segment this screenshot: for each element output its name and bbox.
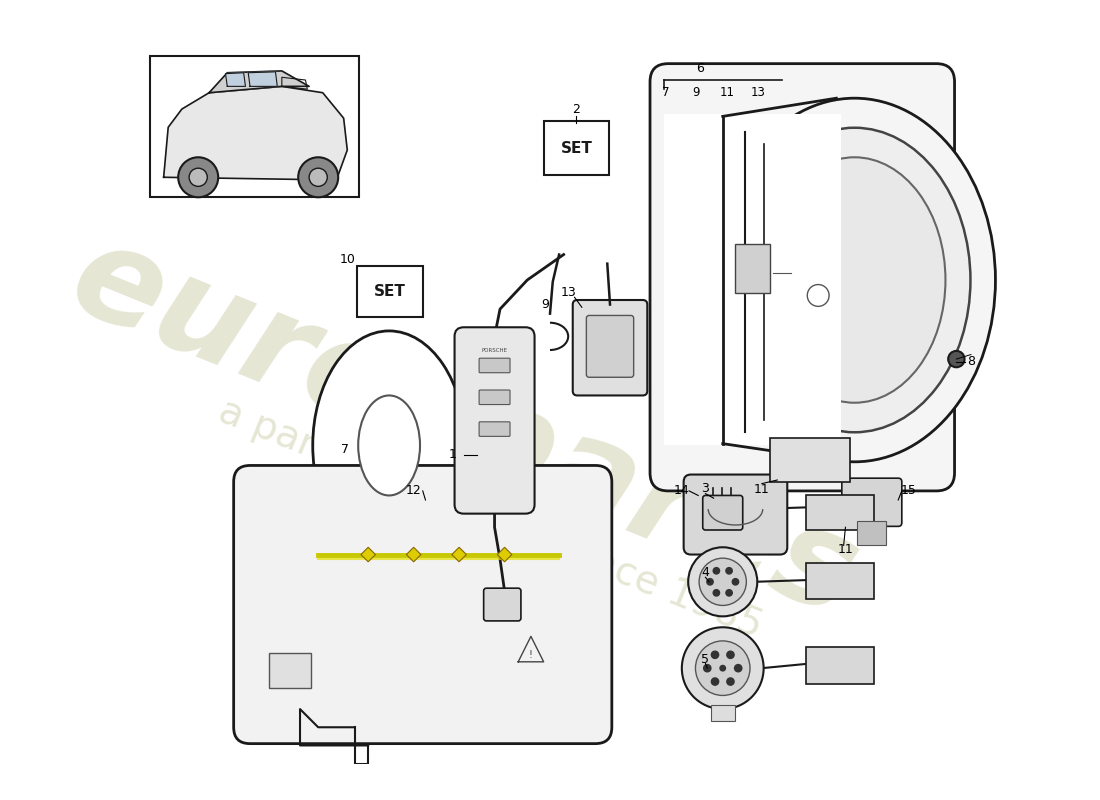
Circle shape xyxy=(700,558,747,606)
FancyBboxPatch shape xyxy=(586,315,634,378)
Circle shape xyxy=(727,678,734,685)
Text: 7: 7 xyxy=(662,86,669,99)
FancyBboxPatch shape xyxy=(806,562,873,599)
Circle shape xyxy=(948,351,965,367)
FancyBboxPatch shape xyxy=(857,521,887,545)
Circle shape xyxy=(726,590,733,596)
Circle shape xyxy=(707,578,713,585)
Polygon shape xyxy=(249,72,277,86)
Circle shape xyxy=(727,651,734,658)
FancyBboxPatch shape xyxy=(454,327,535,514)
FancyBboxPatch shape xyxy=(480,390,510,405)
Circle shape xyxy=(189,168,207,186)
Ellipse shape xyxy=(312,331,465,560)
FancyBboxPatch shape xyxy=(480,422,510,436)
Circle shape xyxy=(807,285,829,306)
Circle shape xyxy=(726,568,733,574)
Text: 11: 11 xyxy=(754,482,770,495)
Polygon shape xyxy=(209,71,309,93)
Text: a partner for parts since 1985: a partner for parts since 1985 xyxy=(213,391,769,645)
Text: SET: SET xyxy=(374,284,406,299)
Circle shape xyxy=(720,666,726,671)
Text: PORSCHE: PORSCHE xyxy=(482,347,507,353)
Circle shape xyxy=(712,678,718,685)
FancyBboxPatch shape xyxy=(683,474,788,554)
Circle shape xyxy=(298,158,338,198)
Polygon shape xyxy=(226,73,245,86)
FancyBboxPatch shape xyxy=(663,114,840,446)
Text: 7: 7 xyxy=(341,443,350,457)
Polygon shape xyxy=(361,547,375,562)
Text: 10: 10 xyxy=(340,253,355,266)
Text: SET: SET xyxy=(560,141,592,156)
Text: 11: 11 xyxy=(719,86,735,99)
Polygon shape xyxy=(164,86,348,180)
FancyBboxPatch shape xyxy=(703,495,742,530)
FancyBboxPatch shape xyxy=(806,495,873,530)
Text: !: ! xyxy=(529,650,532,659)
Text: 11: 11 xyxy=(837,543,854,557)
Text: eurospares: eurospares xyxy=(53,212,874,642)
Circle shape xyxy=(689,547,757,616)
Text: 9: 9 xyxy=(541,298,549,311)
FancyBboxPatch shape xyxy=(770,438,850,482)
Bar xyxy=(150,56,359,198)
Ellipse shape xyxy=(359,395,420,495)
FancyBboxPatch shape xyxy=(650,64,955,491)
Circle shape xyxy=(695,641,750,695)
Polygon shape xyxy=(406,547,421,562)
FancyBboxPatch shape xyxy=(270,653,311,688)
Polygon shape xyxy=(497,547,512,562)
Text: 8: 8 xyxy=(967,355,975,368)
Text: 1: 1 xyxy=(449,448,456,461)
FancyBboxPatch shape xyxy=(484,588,521,621)
Text: 15: 15 xyxy=(901,485,917,498)
Text: 13: 13 xyxy=(751,86,766,99)
FancyBboxPatch shape xyxy=(842,478,902,526)
Text: 12: 12 xyxy=(406,485,421,498)
Circle shape xyxy=(713,590,719,596)
FancyBboxPatch shape xyxy=(573,300,647,395)
Circle shape xyxy=(735,665,741,672)
Polygon shape xyxy=(452,547,466,562)
Text: 9: 9 xyxy=(693,86,700,99)
FancyBboxPatch shape xyxy=(735,244,770,293)
Ellipse shape xyxy=(738,128,970,432)
Text: 5: 5 xyxy=(702,653,710,666)
FancyBboxPatch shape xyxy=(358,266,422,318)
Circle shape xyxy=(682,627,763,709)
Text: 3: 3 xyxy=(702,482,710,494)
Text: 4: 4 xyxy=(702,566,710,579)
Circle shape xyxy=(712,651,718,658)
Circle shape xyxy=(704,665,711,672)
Circle shape xyxy=(309,168,328,186)
Text: 6: 6 xyxy=(696,62,704,74)
Bar xyxy=(711,705,735,721)
FancyBboxPatch shape xyxy=(480,358,510,373)
Text: 13: 13 xyxy=(560,286,576,299)
FancyBboxPatch shape xyxy=(806,647,873,684)
Text: 2: 2 xyxy=(572,102,581,115)
Circle shape xyxy=(733,578,738,585)
Ellipse shape xyxy=(714,98,996,462)
Ellipse shape xyxy=(763,158,946,402)
Circle shape xyxy=(713,568,719,574)
FancyBboxPatch shape xyxy=(233,466,612,744)
FancyBboxPatch shape xyxy=(543,121,609,174)
Circle shape xyxy=(178,158,218,198)
Text: 14: 14 xyxy=(674,485,690,498)
